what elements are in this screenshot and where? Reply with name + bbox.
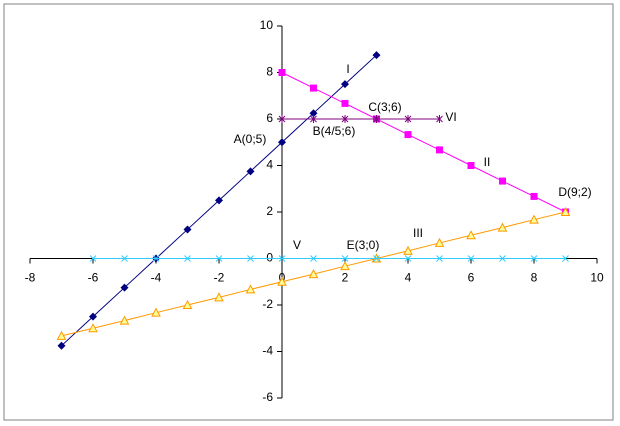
marker	[215, 196, 223, 205]
x-tick-label: 2	[342, 271, 349, 285]
marker	[247, 255, 254, 262]
marker	[373, 115, 380, 123]
marker	[183, 225, 192, 234]
x-tick-label: -2	[214, 271, 225, 285]
marker	[530, 255, 538, 262]
marker	[467, 162, 475, 169]
annotation: V	[293, 238, 301, 252]
marker	[436, 255, 443, 262]
marker	[562, 255, 569, 262]
annotation: C(3;6)	[368, 100, 401, 114]
marker	[88, 323, 98, 333]
x-tick-label: 10	[590, 271, 604, 285]
marker	[373, 255, 380, 262]
x-tick-label: 8	[531, 271, 538, 285]
y-tick-label: 4	[266, 158, 273, 172]
y-tick-label: 2	[266, 204, 273, 218]
marker	[467, 255, 475, 262]
annotation: B(4/5;6)	[313, 124, 356, 138]
marker	[530, 192, 538, 200]
marker	[466, 230, 476, 240]
annotation: VI	[445, 110, 456, 124]
marker	[151, 307, 161, 317]
annotation: E(3;0)	[347, 238, 380, 252]
marker	[341, 80, 349, 89]
marker	[56, 330, 67, 340]
y-tick-label: -6	[262, 390, 273, 404]
marker	[497, 222, 508, 232]
marker	[308, 269, 319, 279]
marker	[310, 115, 317, 123]
marker	[340, 261, 350, 271]
marker	[404, 131, 412, 139]
marker	[310, 255, 317, 262]
marker	[341, 255, 349, 262]
annotation: A(0;5)	[234, 132, 267, 146]
marker	[214, 292, 224, 302]
y-tick-label: 10	[260, 18, 274, 32]
marker	[278, 255, 286, 262]
y-tick-label: 6	[266, 111, 273, 125]
marker	[529, 214, 539, 224]
marker	[278, 115, 286, 123]
marker	[184, 255, 191, 262]
marker	[120, 283, 129, 292]
marker	[372, 51, 381, 60]
marker	[119, 315, 130, 325]
annotation: III	[413, 226, 423, 240]
x-tick-label: 4	[405, 271, 412, 285]
chart-frame	[3, 3, 614, 421]
marker	[436, 146, 443, 154]
marker	[341, 115, 349, 123]
annotation: I	[346, 62, 349, 76]
y-tick-label: 0	[266, 251, 273, 265]
x-tick-label: 6	[468, 271, 475, 285]
marker	[57, 341, 66, 350]
y-tick-label: -2	[262, 297, 273, 311]
marker	[278, 138, 286, 147]
x-tick-label: -8	[25, 271, 36, 285]
marker	[89, 255, 97, 262]
marker	[121, 255, 128, 262]
marker	[499, 177, 506, 185]
marker	[310, 84, 317, 92]
marker	[277, 276, 287, 286]
marker	[436, 115, 443, 123]
marker	[434, 237, 445, 247]
marker	[499, 255, 506, 262]
annotation: D(9;2)	[558, 185, 591, 199]
series-line	[281, 72, 566, 213]
y-tick-label: 8	[266, 65, 273, 79]
marker	[309, 109, 318, 118]
marker	[341, 99, 349, 107]
marker	[245, 284, 256, 294]
marker	[152, 255, 160, 262]
marker	[403, 245, 413, 255]
marker	[246, 167, 255, 176]
x-tick-label: -4	[151, 271, 162, 285]
marker	[89, 312, 97, 321]
marker	[404, 115, 412, 123]
annotation: II	[484, 155, 491, 169]
x-tick-label: -6	[88, 271, 99, 285]
marker	[182, 299, 193, 309]
marker	[278, 69, 286, 76]
marker	[560, 206, 571, 216]
marker	[215, 255, 223, 262]
marker	[404, 255, 412, 262]
y-tick-label: -4	[262, 344, 273, 358]
